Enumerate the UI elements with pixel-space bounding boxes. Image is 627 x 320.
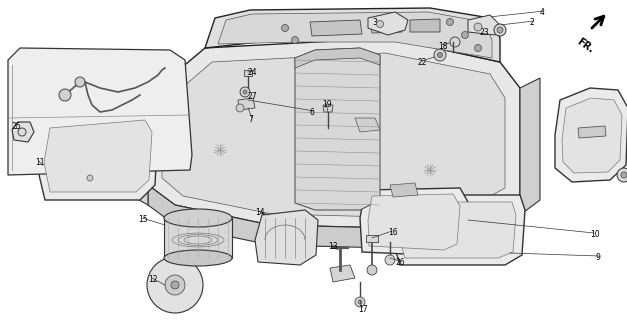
Polygon shape — [323, 105, 333, 112]
Text: 4: 4 — [540, 8, 545, 17]
Polygon shape — [238, 98, 255, 110]
Circle shape — [358, 300, 362, 304]
Text: 16: 16 — [388, 228, 398, 237]
Polygon shape — [205, 8, 500, 62]
Circle shape — [147, 257, 203, 313]
Text: 12: 12 — [148, 275, 157, 284]
Circle shape — [75, 77, 85, 87]
Text: 24: 24 — [248, 68, 258, 77]
Text: 25: 25 — [12, 122, 21, 131]
Circle shape — [165, 275, 185, 295]
Polygon shape — [468, 15, 500, 35]
Text: 19: 19 — [322, 100, 332, 109]
Text: 7: 7 — [248, 115, 253, 124]
Circle shape — [438, 52, 443, 58]
Circle shape — [236, 104, 244, 112]
Circle shape — [385, 255, 395, 265]
Circle shape — [474, 23, 482, 31]
Circle shape — [617, 168, 627, 182]
Polygon shape — [8, 48, 192, 175]
Text: 10: 10 — [590, 230, 599, 239]
Polygon shape — [44, 120, 152, 192]
Polygon shape — [295, 48, 380, 210]
Circle shape — [355, 297, 365, 307]
Circle shape — [475, 44, 482, 52]
Text: 27: 27 — [248, 92, 258, 101]
Text: 15: 15 — [138, 215, 147, 224]
Text: 18: 18 — [438, 42, 448, 51]
Polygon shape — [130, 105, 148, 205]
Circle shape — [292, 36, 298, 44]
Polygon shape — [360, 188, 468, 256]
Text: 14: 14 — [255, 208, 265, 217]
Polygon shape — [255, 210, 318, 265]
Polygon shape — [162, 53, 505, 217]
Polygon shape — [330, 265, 355, 282]
Circle shape — [494, 24, 506, 36]
Polygon shape — [164, 218, 232, 258]
Text: 23: 23 — [480, 28, 490, 37]
Polygon shape — [310, 20, 362, 36]
Polygon shape — [370, 19, 402, 33]
Text: 17: 17 — [358, 305, 367, 314]
Text: 26: 26 — [395, 258, 404, 267]
Polygon shape — [410, 19, 440, 32]
Text: 11: 11 — [35, 158, 45, 167]
Ellipse shape — [164, 209, 232, 227]
Circle shape — [367, 265, 377, 275]
Circle shape — [621, 172, 627, 178]
Circle shape — [434, 49, 446, 61]
Circle shape — [240, 87, 250, 97]
Text: 9: 9 — [595, 253, 600, 262]
Polygon shape — [562, 98, 622, 173]
Circle shape — [450, 37, 460, 47]
Text: 22: 22 — [418, 58, 428, 67]
Circle shape — [243, 90, 247, 94]
Polygon shape — [555, 88, 627, 182]
Polygon shape — [148, 185, 520, 248]
Polygon shape — [355, 118, 380, 132]
Circle shape — [87, 175, 93, 181]
Polygon shape — [218, 12, 492, 58]
Circle shape — [446, 19, 453, 26]
Polygon shape — [12, 122, 34, 142]
Polygon shape — [366, 235, 378, 242]
Ellipse shape — [164, 250, 232, 266]
Polygon shape — [368, 12, 408, 35]
Text: 2: 2 — [530, 18, 535, 27]
Polygon shape — [390, 195, 525, 265]
Polygon shape — [398, 202, 516, 258]
Circle shape — [376, 20, 384, 28]
Polygon shape — [35, 112, 158, 200]
Polygon shape — [390, 183, 418, 197]
Circle shape — [59, 89, 71, 101]
Polygon shape — [368, 194, 460, 250]
Polygon shape — [578, 126, 606, 138]
Circle shape — [497, 27, 503, 33]
Circle shape — [461, 31, 468, 38]
Polygon shape — [295, 48, 380, 68]
Polygon shape — [244, 70, 252, 76]
Text: 6: 6 — [310, 108, 315, 117]
Polygon shape — [520, 78, 540, 215]
Circle shape — [171, 281, 179, 289]
Text: 3: 3 — [372, 18, 377, 27]
Polygon shape — [148, 38, 520, 228]
Text: FR.: FR. — [575, 36, 596, 54]
Text: 13: 13 — [328, 242, 337, 251]
Circle shape — [282, 25, 288, 31]
